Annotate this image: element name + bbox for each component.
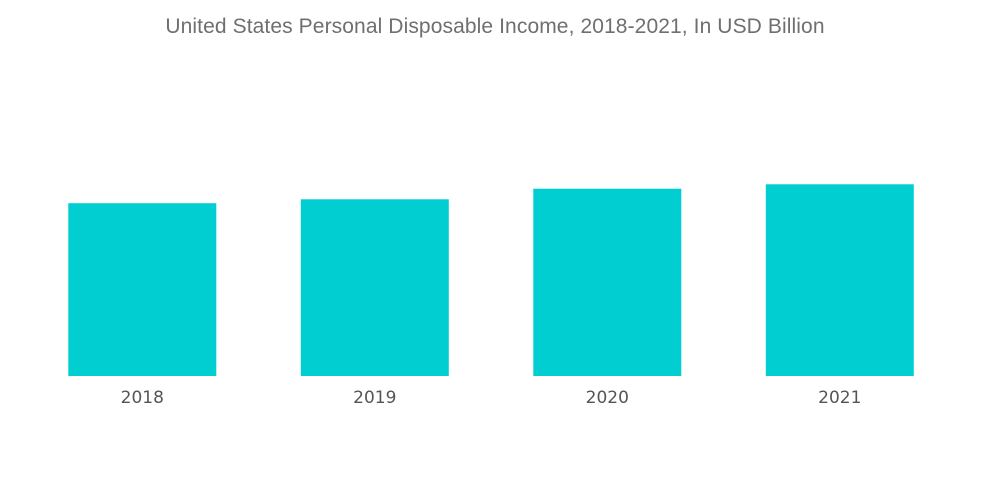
x-tick-label-2018: 2018 <box>121 388 164 408</box>
bar-2019 <box>300 199 449 376</box>
bar-2020 <box>533 188 682 376</box>
x-tick-label-2019: 2019 <box>353 388 396 408</box>
bars-group <box>68 184 914 376</box>
bar-2018 <box>68 203 217 376</box>
x-axis-tick-labels: 2018 2019 2020 2021 <box>121 388 862 408</box>
x-tick-label-2021: 2021 <box>818 388 861 408</box>
bar-2021 <box>765 184 914 376</box>
chart-title: United States Personal Disposable Income… <box>165 15 825 38</box>
x-tick-label-2020: 2020 <box>586 388 629 408</box>
